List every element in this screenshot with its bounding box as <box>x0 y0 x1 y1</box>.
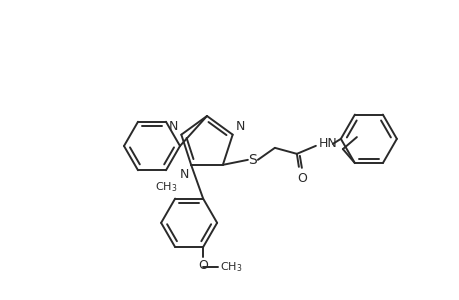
Text: S: S <box>248 153 257 167</box>
Text: CH$_3$: CH$_3$ <box>154 180 177 194</box>
Text: N: N <box>235 120 245 133</box>
Text: CH$_3$: CH$_3$ <box>220 260 242 274</box>
Text: N: N <box>179 168 189 181</box>
Text: O: O <box>198 259 207 272</box>
Text: HN: HN <box>318 137 337 150</box>
Text: O: O <box>297 172 306 185</box>
Text: N: N <box>168 120 178 133</box>
